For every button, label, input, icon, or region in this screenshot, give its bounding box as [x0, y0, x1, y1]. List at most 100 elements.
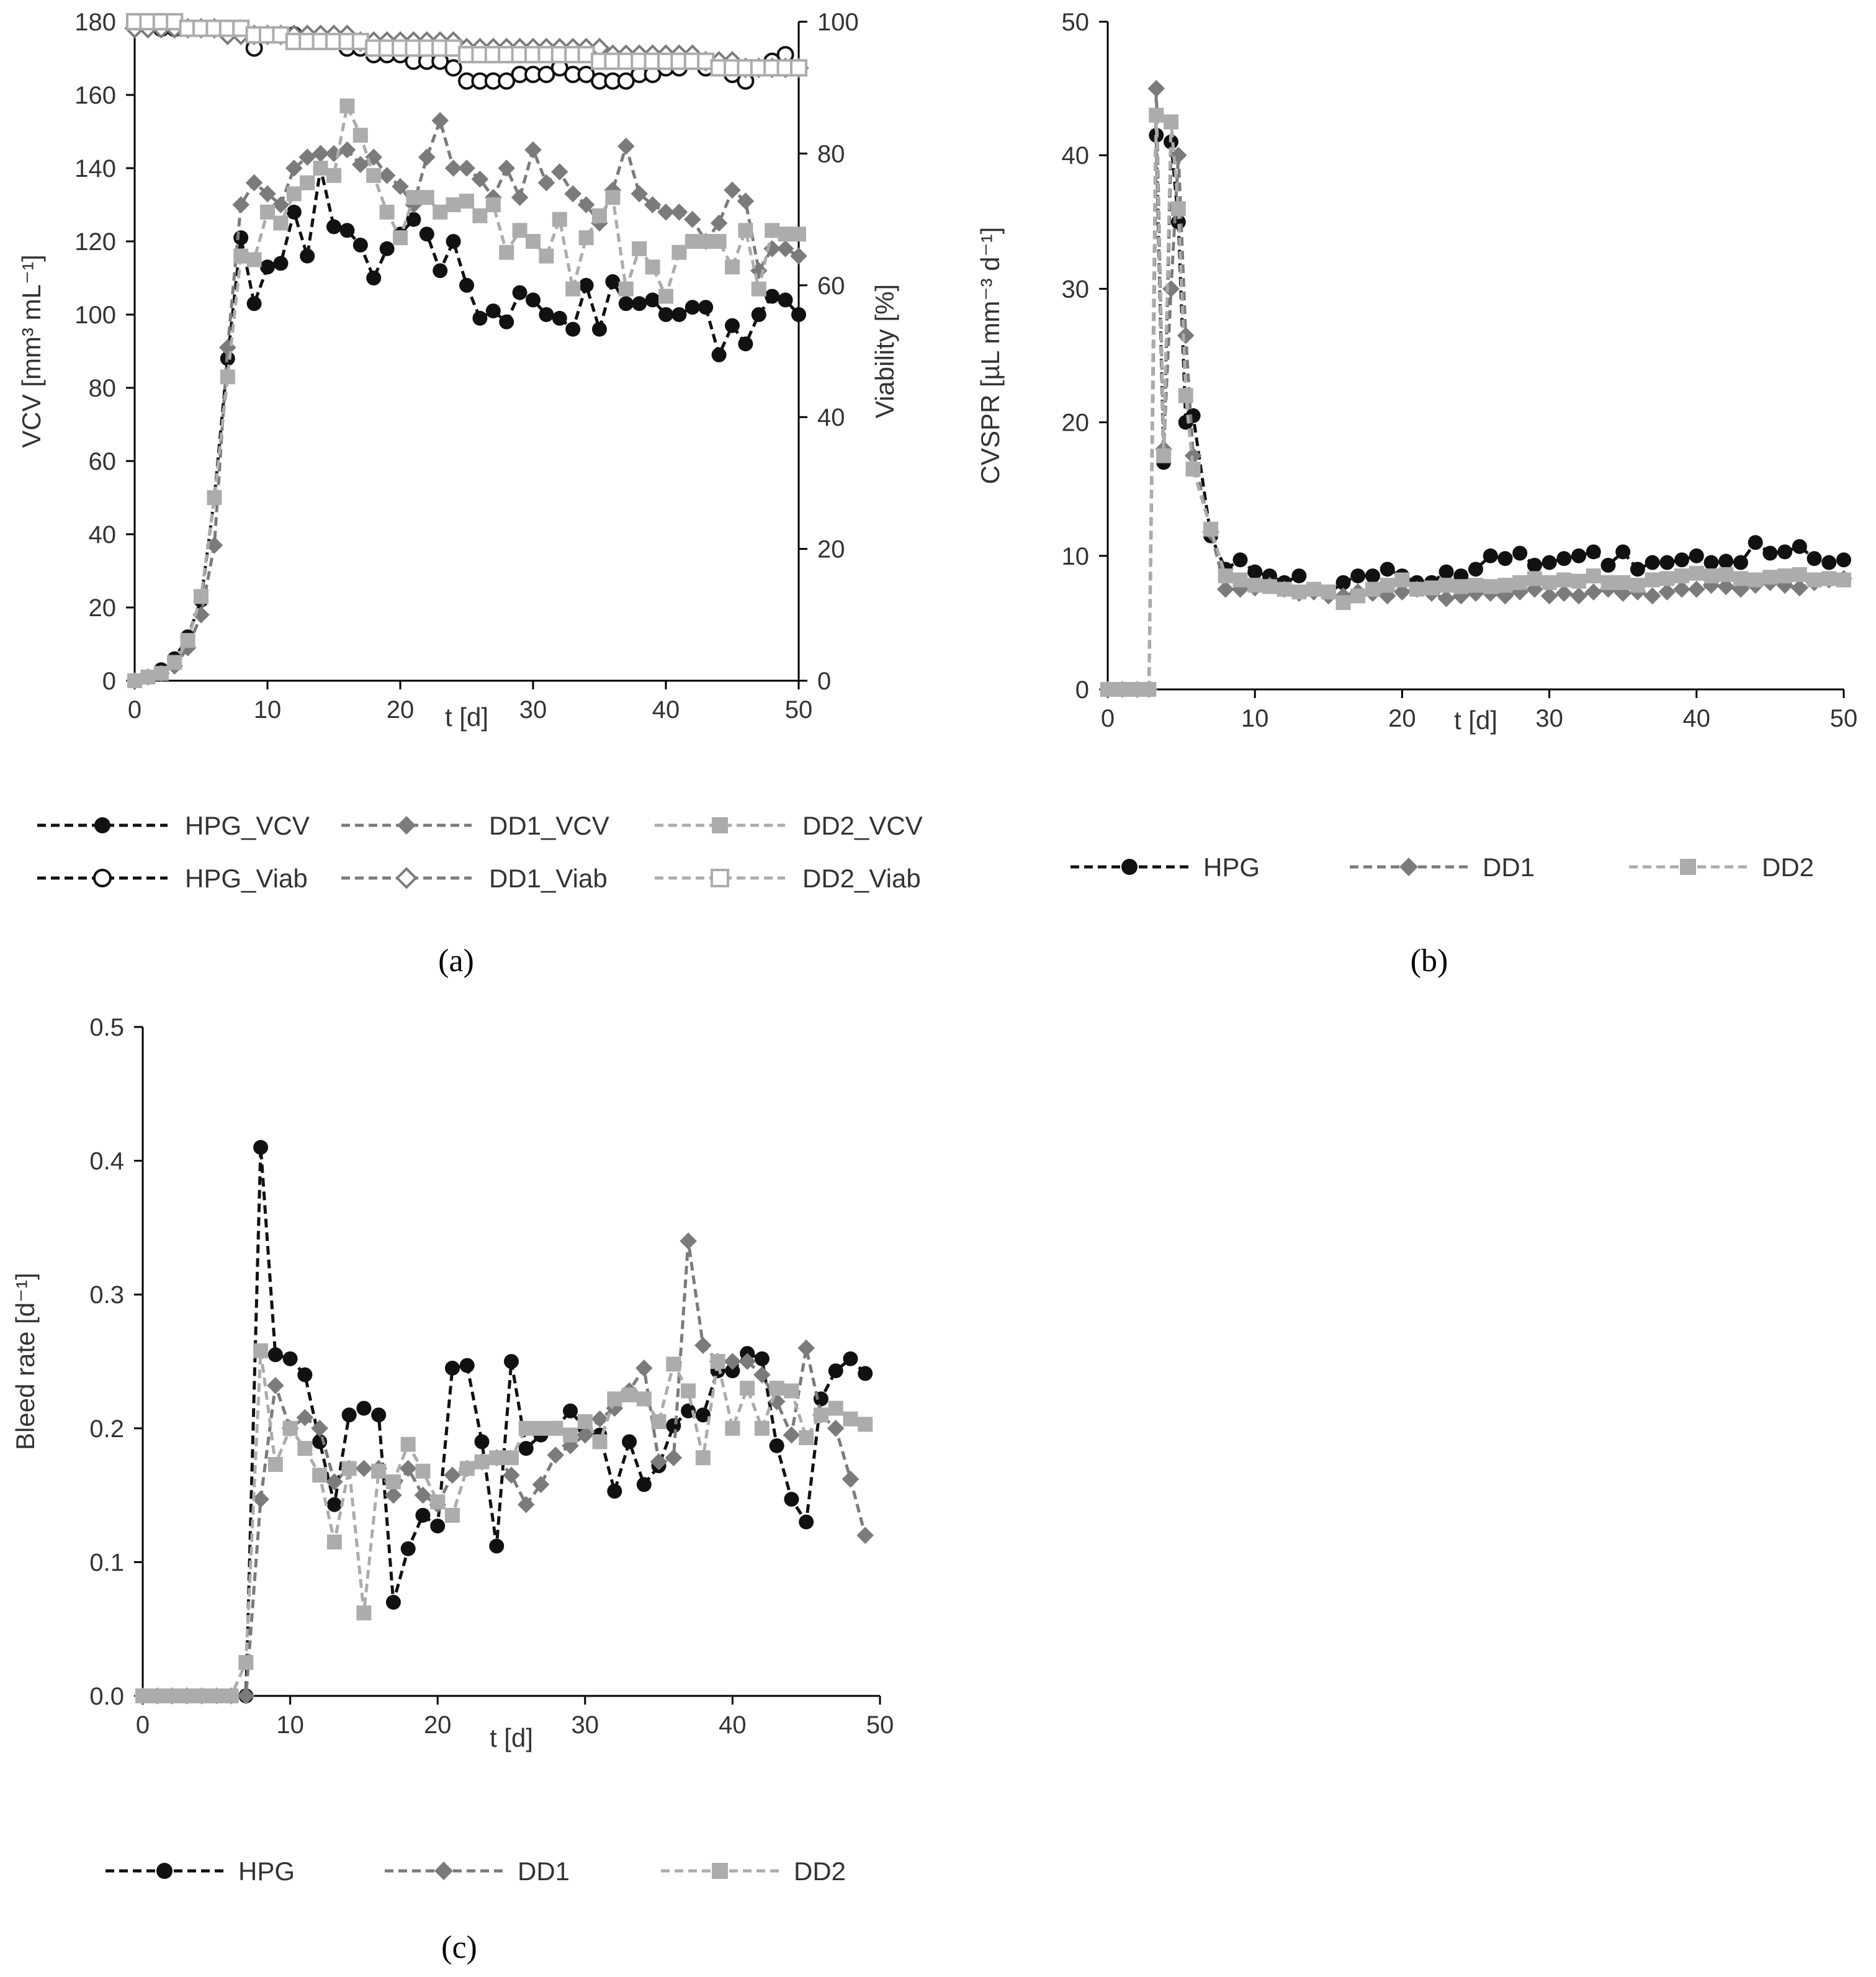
- data-point: [433, 204, 448, 220]
- legend-item: DD1_Viab: [341, 864, 608, 893]
- data-point: [791, 226, 806, 242]
- data-point: [209, 1688, 224, 1703]
- y-tick-label: 20: [89, 594, 117, 622]
- data-point: [577, 65, 595, 83]
- data-point: [503, 1466, 520, 1484]
- legend-item: HPG_Viab: [37, 864, 308, 893]
- legend-label: DD2_Viab: [802, 864, 921, 893]
- data-point: [194, 1688, 210, 1703]
- data-point: [341, 1407, 357, 1423]
- series-dd2-vcv: [127, 98, 806, 688]
- data-point: [419, 190, 434, 205]
- legend-label: DD1_Viab: [489, 864, 608, 893]
- data-point: [790, 247, 807, 265]
- y-tick-label: 10: [1062, 543, 1090, 570]
- legend-item: DD2: [1629, 853, 1814, 882]
- data-point: [355, 1459, 373, 1477]
- panel-c-chart: 0 10 20 30 40 50 0.0 0.1 0.2 0.3 0.4 0.5 t [d] Bleed …: [11, 1014, 894, 1886]
- data-point: [498, 159, 515, 177]
- data-point: [260, 259, 275, 275]
- legend-label: DD2: [1762, 853, 1814, 882]
- data-point: [711, 347, 727, 362]
- x-tick-label: 20: [1388, 705, 1416, 732]
- x-tick-label: 10: [276, 1711, 304, 1739]
- data-point: [684, 300, 700, 315]
- legend-item: HPG: [1070, 853, 1260, 882]
- data-point: [622, 1434, 637, 1450]
- data-point: [326, 1535, 342, 1550]
- panel-a-chart: 0 10 20 30 40 5002040608010012014016018002040…: [17, 9, 923, 893]
- data-point: [1733, 571, 1748, 586]
- data-point: [828, 1401, 843, 1416]
- legend-item: DD2_Viab: [655, 864, 921, 893]
- data-point: [1483, 548, 1498, 563]
- data-point: [644, 196, 662, 213]
- data-point: [1673, 580, 1690, 598]
- legend-label: HPG_Viab: [185, 864, 308, 893]
- data-point: [1555, 585, 1573, 602]
- y-axis-right-title: Viability [%]: [870, 284, 899, 418]
- data-point: [392, 177, 409, 195]
- data-point: [1659, 571, 1675, 586]
- data-point: [592, 1434, 608, 1450]
- data-point: [150, 1688, 165, 1703]
- panel-b-chart: 0 10 20 30 40 50 0 10 20 30 40 50 t [d] CVSPR [µL mm⁻…: [976, 9, 1857, 882]
- y-right-tick-label: 0: [817, 668, 831, 695]
- data-point: [740, 1381, 755, 1396]
- data-point: [246, 296, 262, 312]
- data-point: [267, 1377, 284, 1394]
- data-point: [666, 1418, 681, 1433]
- data-point: [385, 1474, 401, 1490]
- data-point: [459, 194, 474, 209]
- data-point: [498, 72, 516, 90]
- data-point: [471, 170, 489, 188]
- data-point: [326, 219, 341, 235]
- y-axis-title: CVSPR [µL mm⁻³ d⁻¹]: [976, 227, 1005, 485]
- data-point: [419, 226, 434, 242]
- data-point: [312, 1468, 328, 1483]
- legend-label: HPG_VCV: [185, 811, 310, 840]
- data-point: [769, 1438, 784, 1453]
- y-tick-label: 30: [1062, 276, 1090, 303]
- data-point: [658, 307, 673, 322]
- series-line: [143, 1240, 867, 1698]
- data-point: [799, 1514, 814, 1530]
- data-point: [737, 192, 755, 210]
- data-point: [768, 1392, 786, 1410]
- series-hpg: [1100, 127, 1851, 697]
- data-point: [1674, 568, 1690, 584]
- data-point: [518, 1441, 534, 1456]
- data-point: [418, 148, 436, 166]
- y-tick-label: 120: [74, 228, 116, 256]
- data-point: [385, 1595, 401, 1610]
- data-point: [632, 241, 647, 256]
- legend-item: DD2: [661, 1857, 846, 1886]
- data-point: [1162, 280, 1180, 298]
- data-point: [512, 285, 527, 300]
- y-tick-label: 0.3: [89, 1281, 124, 1309]
- legend-marker: [712, 1863, 728, 1879]
- data-point: [1378, 587, 1396, 605]
- data-point: [485, 303, 501, 319]
- data-point: [1542, 555, 1557, 570]
- data-point: [724, 1353, 742, 1370]
- data-point: [311, 1420, 328, 1437]
- data-point: [666, 1356, 681, 1372]
- data-point: [431, 112, 449, 130]
- y-tick-label: 0: [1075, 676, 1089, 704]
- data-point: [1806, 551, 1822, 567]
- y-tick-label: 0: [102, 668, 116, 695]
- data-point: [356, 1401, 372, 1416]
- data-point: [532, 1476, 550, 1494]
- data-point: [511, 189, 529, 206]
- data-point: [1277, 581, 1292, 597]
- data-point: [632, 296, 647, 312]
- x-tick-label: 30: [572, 1711, 599, 1739]
- data-point: [1586, 544, 1601, 560]
- data-point: [444, 1507, 460, 1523]
- data-point: [518, 1420, 534, 1436]
- legend-marker: [397, 816, 416, 835]
- data-point: [220, 369, 235, 385]
- x-tick-label: 10: [1241, 705, 1269, 732]
